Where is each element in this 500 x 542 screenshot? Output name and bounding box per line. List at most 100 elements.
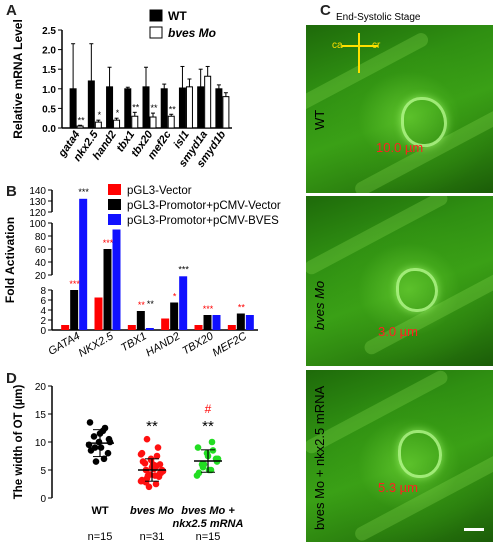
y-tick-label: 0.5 [42, 104, 56, 115]
panel-c-header: End-Systolic Stage [306, 0, 500, 24]
x-tick-label: MEF2C [211, 330, 249, 359]
bar [149, 116, 157, 129]
significance-mark-black: ** [147, 299, 155, 309]
significance-mark-black: *** [78, 187, 89, 197]
bar [145, 328, 154, 330]
bar [76, 125, 84, 129]
y-tick-label: 2.0 [42, 46, 56, 57]
bar [131, 115, 139, 129]
significance-mark-red: * [173, 292, 177, 302]
data-point [86, 419, 94, 426]
significance-mark: ** [169, 104, 177, 114]
bar [203, 315, 212, 330]
data-point [90, 433, 98, 440]
bar [87, 80, 95, 129]
y-tick-label: 60 [35, 245, 47, 256]
bar [61, 325, 70, 330]
scale-bar [464, 528, 484, 531]
x-tick-label: GATA4 [46, 330, 82, 358]
significance-mark-black: *** [178, 264, 189, 274]
panel-letter-c: C [320, 2, 331, 19]
y-tick-label: 2.5 [42, 26, 56, 37]
bar [161, 318, 170, 330]
y-axis-label: Relative mRNA Level [11, 19, 25, 139]
bar [185, 86, 193, 129]
bar [178, 87, 186, 129]
x-tick-label: TBX20 [180, 330, 216, 358]
row-label-bves-mo-nkx25: bves Mo + nkx2.5 mRNA [312, 385, 327, 530]
data-point [195, 469, 203, 477]
y-tick-label: 8 [40, 286, 46, 297]
data-point [194, 444, 202, 451]
data-point [138, 476, 146, 484]
data-point [87, 447, 95, 454]
bar [69, 88, 77, 129]
legend-swatch [149, 9, 163, 22]
image-bves-mo: 3.0 µm [306, 196, 493, 366]
legend-label: bves Mo [168, 26, 216, 40]
data-point [156, 470, 164, 477]
y-tick-label: 15 [35, 410, 47, 421]
y-axis-label: The width of OT (µm) [13, 385, 25, 500]
y-tick-label: 0 [40, 494, 46, 505]
x-tick-label: bves Mo + [181, 505, 235, 517]
significance-mark: * [98, 110, 102, 120]
x-tick-label: WT [91, 505, 108, 517]
y-tick-label: 10 [35, 438, 47, 449]
y-tick-label: 40 [35, 258, 47, 269]
panel-letter-a: A [6, 2, 17, 19]
significance-mark: * [116, 108, 120, 118]
data-point [152, 463, 160, 470]
y-tick-label: 0 [40, 326, 46, 337]
bar [106, 86, 114, 129]
bar [194, 325, 203, 330]
data-point [205, 466, 213, 474]
measure-bves-mo: 3.0 µm [378, 324, 419, 339]
bar [103, 249, 112, 330]
legend-label: pGL3-Promotor+pCMV-BVES [127, 215, 279, 227]
y-tick-label: 2 [40, 316, 46, 327]
y-tick-label: 6 [40, 296, 46, 307]
significance-mark-red: *** [103, 238, 114, 248]
bar [94, 297, 103, 330]
axis-vertical [358, 33, 360, 73]
data-point [104, 449, 112, 457]
data-point [92, 458, 100, 465]
y-tick-label: 130 [29, 197, 46, 208]
axis-label-ca: ca [332, 40, 343, 51]
bar [170, 302, 179, 330]
y-tick-label: 20 [35, 271, 47, 282]
y-tick-label: 0.0 [42, 124, 56, 135]
legend-label: WT [168, 9, 187, 23]
measure-wt: 10.0 µm [376, 140, 424, 155]
data-point [95, 438, 103, 446]
n-label: n=31 [140, 531, 165, 542]
data-point [152, 480, 160, 488]
n-label: n=15 [196, 531, 221, 542]
panel-c-title: End-Systolic Stage [336, 12, 421, 23]
data-point [101, 424, 109, 432]
data-point [106, 438, 114, 446]
y-tick-label: 20 [35, 382, 47, 393]
bar [79, 198, 88, 330]
y-tick-label: 5 [40, 466, 46, 477]
bar [212, 315, 221, 330]
bar [245, 315, 254, 330]
y-tick-label: 120 [29, 208, 46, 219]
axis-label-cr: cr [372, 40, 381, 51]
data-point [137, 451, 145, 458]
significance-mark: ** [78, 115, 86, 125]
legend-swatch [149, 26, 163, 39]
legend-swatch [108, 199, 121, 210]
bar [94, 121, 102, 129]
data-point [209, 447, 217, 454]
panel-letter-b: B [6, 183, 17, 200]
measure-bves-mo-nkx25: 5.3 µm [378, 480, 419, 495]
bar [112, 229, 121, 330]
bar [215, 88, 223, 129]
image-bves-mo-nkx25: 5.3 µm [306, 370, 493, 542]
data-point [154, 444, 162, 451]
x-tick-label: bves Mo [130, 505, 174, 517]
legend-label: pGL3-Vector [127, 185, 192, 197]
